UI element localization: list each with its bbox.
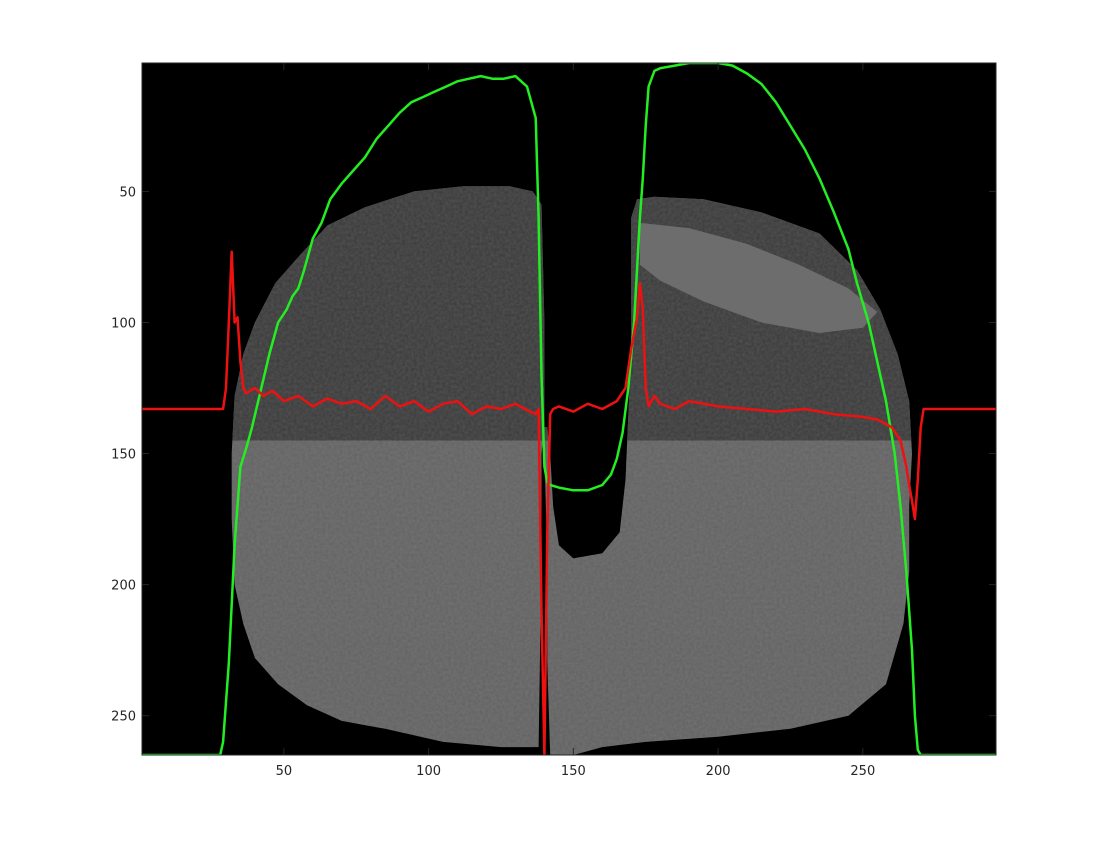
y-axis: 50 100 150 200 250: [111, 185, 996, 725]
x-tick-label-100: 100: [416, 764, 441, 779]
y-tick-label-100: 100: [111, 317, 136, 332]
series-line-2: [142, 250, 996, 755]
x-tick-label-200: 200: [706, 764, 731, 779]
x-tick-label-250: 250: [850, 764, 875, 779]
y-tick-label-50: 50: [119, 185, 136, 200]
image-bubble: [639, 222, 878, 333]
axes-frame: [141, 62, 997, 756]
y-tick-label-200: 200: [111, 579, 136, 594]
x-tick-label-150: 150: [561, 764, 586, 779]
x-tick-label-50: 50: [276, 764, 293, 779]
series-line-1: [142, 63, 996, 755]
series-layer: [142, 63, 996, 755]
y-tick-label-150: 150: [111, 448, 136, 463]
y-tick-label-250: 250: [111, 710, 136, 725]
x-axis: 50 100 150 200 250: [276, 63, 875, 779]
